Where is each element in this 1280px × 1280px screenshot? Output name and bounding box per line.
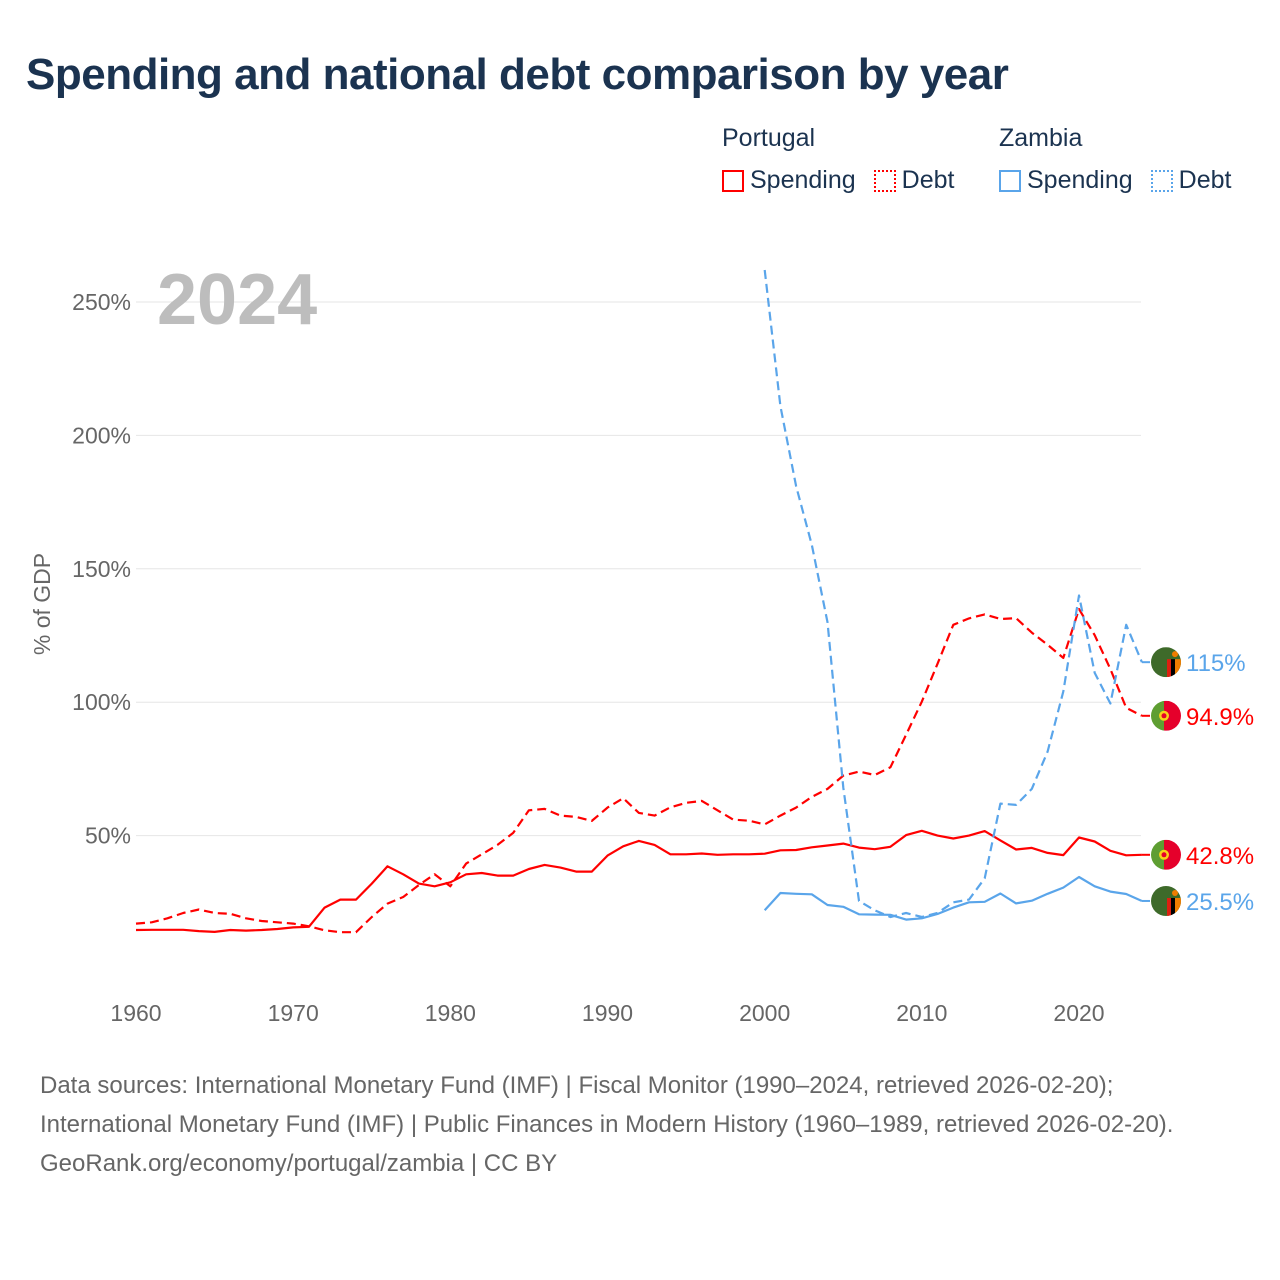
portugal-flag-icon [1151, 700, 1181, 731]
legend-item-zambia-spending[interactable]: Spending [999, 166, 1133, 195]
y-tick-label: 250% [72, 289, 131, 315]
year-label: 2024 [157, 260, 317, 340]
flag-red-stripe [1167, 659, 1171, 678]
flag-red-stripe [1167, 897, 1171, 916]
footer: Data sources: International Monetary Fun… [40, 1066, 1240, 1183]
end-value-label: 25.5% [1186, 889, 1254, 916]
series-line-portugal-spending [135, 829, 1142, 933]
flag-black-stripe [1171, 897, 1175, 916]
solid-swatch-icon [722, 169, 744, 192]
dotted-swatch-icon [1150, 169, 1173, 192]
dotted-swatch-icon [873, 169, 896, 192]
flag-body [1151, 839, 1181, 870]
zambia-flag-icon [1151, 647, 1181, 678]
flag-red [1164, 700, 1181, 731]
solid-swatch-icon [999, 169, 1021, 192]
legend-item-portugal-spending[interactable]: Spending [722, 166, 856, 195]
flag-black-stripe [1171, 659, 1175, 678]
legend-label: Spending [1027, 166, 1133, 194]
zambia-flag-icon [1151, 885, 1181, 916]
series-line-portugal-debt [135, 608, 1143, 934]
portugal-flag-icon [1151, 839, 1181, 870]
flag-red [1164, 839, 1181, 870]
end-value-label: 115% [1186, 650, 1246, 677]
y-tick-label: 50% [85, 823, 131, 849]
plot-area: 50% 100% 150% 200% 250% 1960 1970 1980 1990 2000 2… [29, 260, 1254, 1026]
flag-shield [1161, 852, 1167, 858]
legend-portugal: Spending Debt [722, 166, 954, 195]
series-line-zambia-debt [763, 269, 1143, 919]
flag-green [1151, 839, 1164, 870]
legend-group-zambia: Zambia [999, 124, 1083, 152]
x-tick-label: 2020 [1053, 1000, 1104, 1026]
x-tick-label: 2010 [896, 1000, 947, 1026]
flag-eagle [1172, 651, 1178, 658]
legend-label: Debt [901, 166, 955, 194]
x-tick-label: 1960 [110, 1000, 161, 1026]
legend-zambia: Spending Debt [999, 166, 1231, 195]
x-tick-label: 2000 [739, 1000, 790, 1026]
flag-orange-stripe [1175, 659, 1181, 678]
end-value-label: 42.8% [1186, 843, 1254, 870]
legend-item-zambia-debt[interactable]: Debt [1150, 166, 1232, 195]
flag-eagle [1172, 889, 1178, 896]
y-tick-label: 100% [72, 689, 131, 715]
flag-body [1151, 885, 1181, 916]
y-tick-label: 200% [72, 422, 131, 448]
end-value-label: 94.9% [1186, 704, 1254, 731]
flag-body [1151, 647, 1181, 678]
x-tick-label: 1970 [268, 1000, 319, 1026]
flag-green [1151, 700, 1164, 731]
flag-orange-stripe [1175, 897, 1181, 916]
series-line-zambia-spending [763, 875, 1143, 921]
flag-body [1151, 700, 1181, 731]
chart-title: Spending and national debt comparison by… [26, 50, 1009, 99]
y-tick-label: 150% [72, 556, 131, 582]
x-tick-label: 1990 [582, 1000, 633, 1026]
legend-label: Debt [1178, 166, 1232, 194]
legend-group-portugal: Portugal [722, 124, 816, 152]
credit-link[interactable]: GeoRank.org/economy/portugal/zambia | CC… [40, 1150, 558, 1177]
x-tick-label: 1980 [425, 1000, 476, 1026]
legend-label: Spending [750, 166, 856, 194]
legend-item-portugal-debt[interactable]: Debt [873, 166, 955, 195]
flag-shield [1161, 713, 1167, 719]
y-axis-label: % of GDP [29, 553, 55, 655]
data-sources: Data sources: International Monetary Fun… [40, 1072, 1174, 1138]
